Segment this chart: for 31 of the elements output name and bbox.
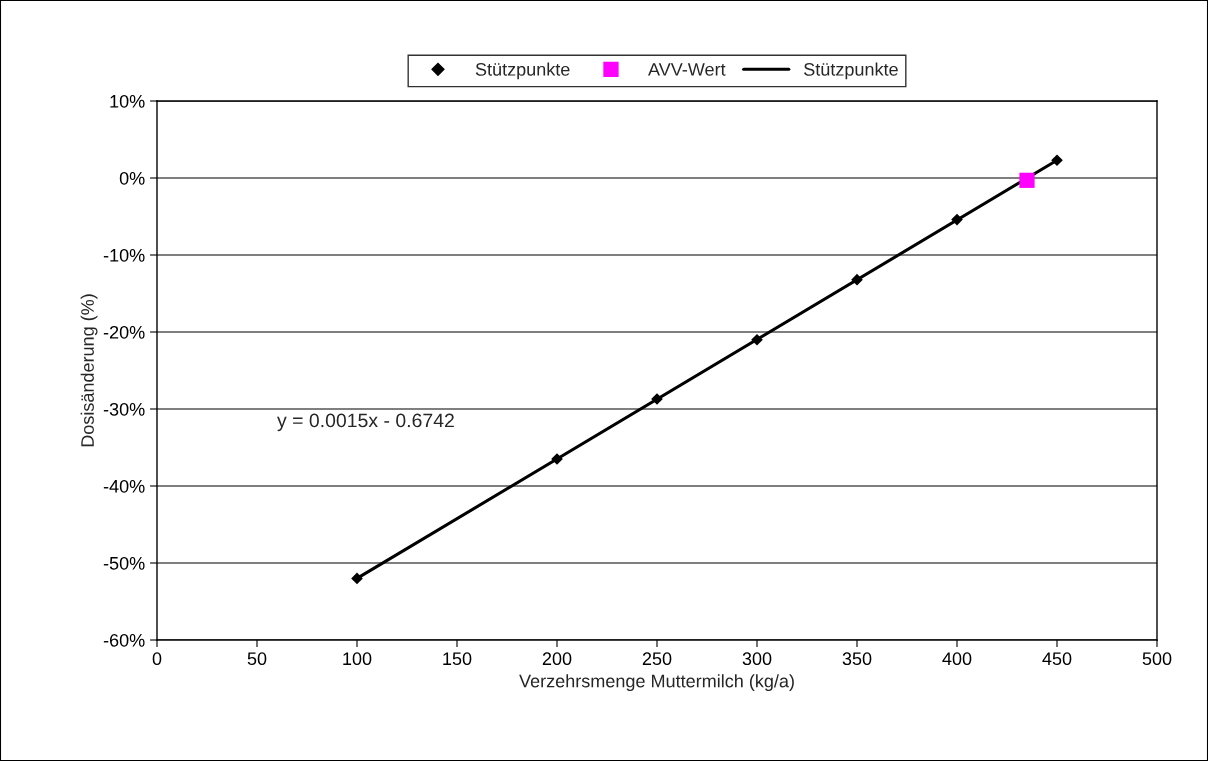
y-tick-label: -40% xyxy=(103,479,145,493)
x-tick-label: 100 xyxy=(343,652,372,666)
point xyxy=(1019,172,1035,188)
x-tick-label: 0 xyxy=(152,652,162,666)
point xyxy=(851,273,863,286)
y-axis-title: Dosisänderung (%) xyxy=(80,294,98,447)
y-tick-label: 0% xyxy=(119,171,145,185)
x-tick-label: 500 xyxy=(1142,652,1172,666)
y-tick-label: -30% xyxy=(103,402,145,416)
x-axis-title: Verzehrsmenge Muttermilch (kg/a) xyxy=(519,674,794,692)
x-tick-label: 200 xyxy=(542,652,572,666)
point xyxy=(951,213,963,226)
x-tick-label: 50 xyxy=(247,652,267,666)
y-tick-label: -50% xyxy=(103,556,145,570)
y-tick-label: -10% xyxy=(103,248,145,262)
y-tick-label: 10% xyxy=(110,94,145,108)
y-tick-label: -60% xyxy=(103,633,145,647)
x-tick-label: 400 xyxy=(942,652,972,666)
legend-label: AVV-Wert xyxy=(648,63,726,76)
annotation: y = 0.0015x - 0.6742 xyxy=(277,413,454,432)
point xyxy=(751,333,763,346)
point xyxy=(351,572,363,585)
x-tick-label: 350 xyxy=(842,652,872,666)
y-tick-label: -20% xyxy=(103,325,145,339)
x-tick-label: 300 xyxy=(742,652,772,666)
legend-label: Stützpunkte xyxy=(475,62,570,80)
x-tick-label: 150 xyxy=(443,652,472,666)
x-tick-label: 450 xyxy=(1042,652,1072,666)
legend-label: Stützpunkte xyxy=(804,62,898,80)
point xyxy=(1051,154,1063,167)
x-tick-label: 250 xyxy=(642,652,672,666)
